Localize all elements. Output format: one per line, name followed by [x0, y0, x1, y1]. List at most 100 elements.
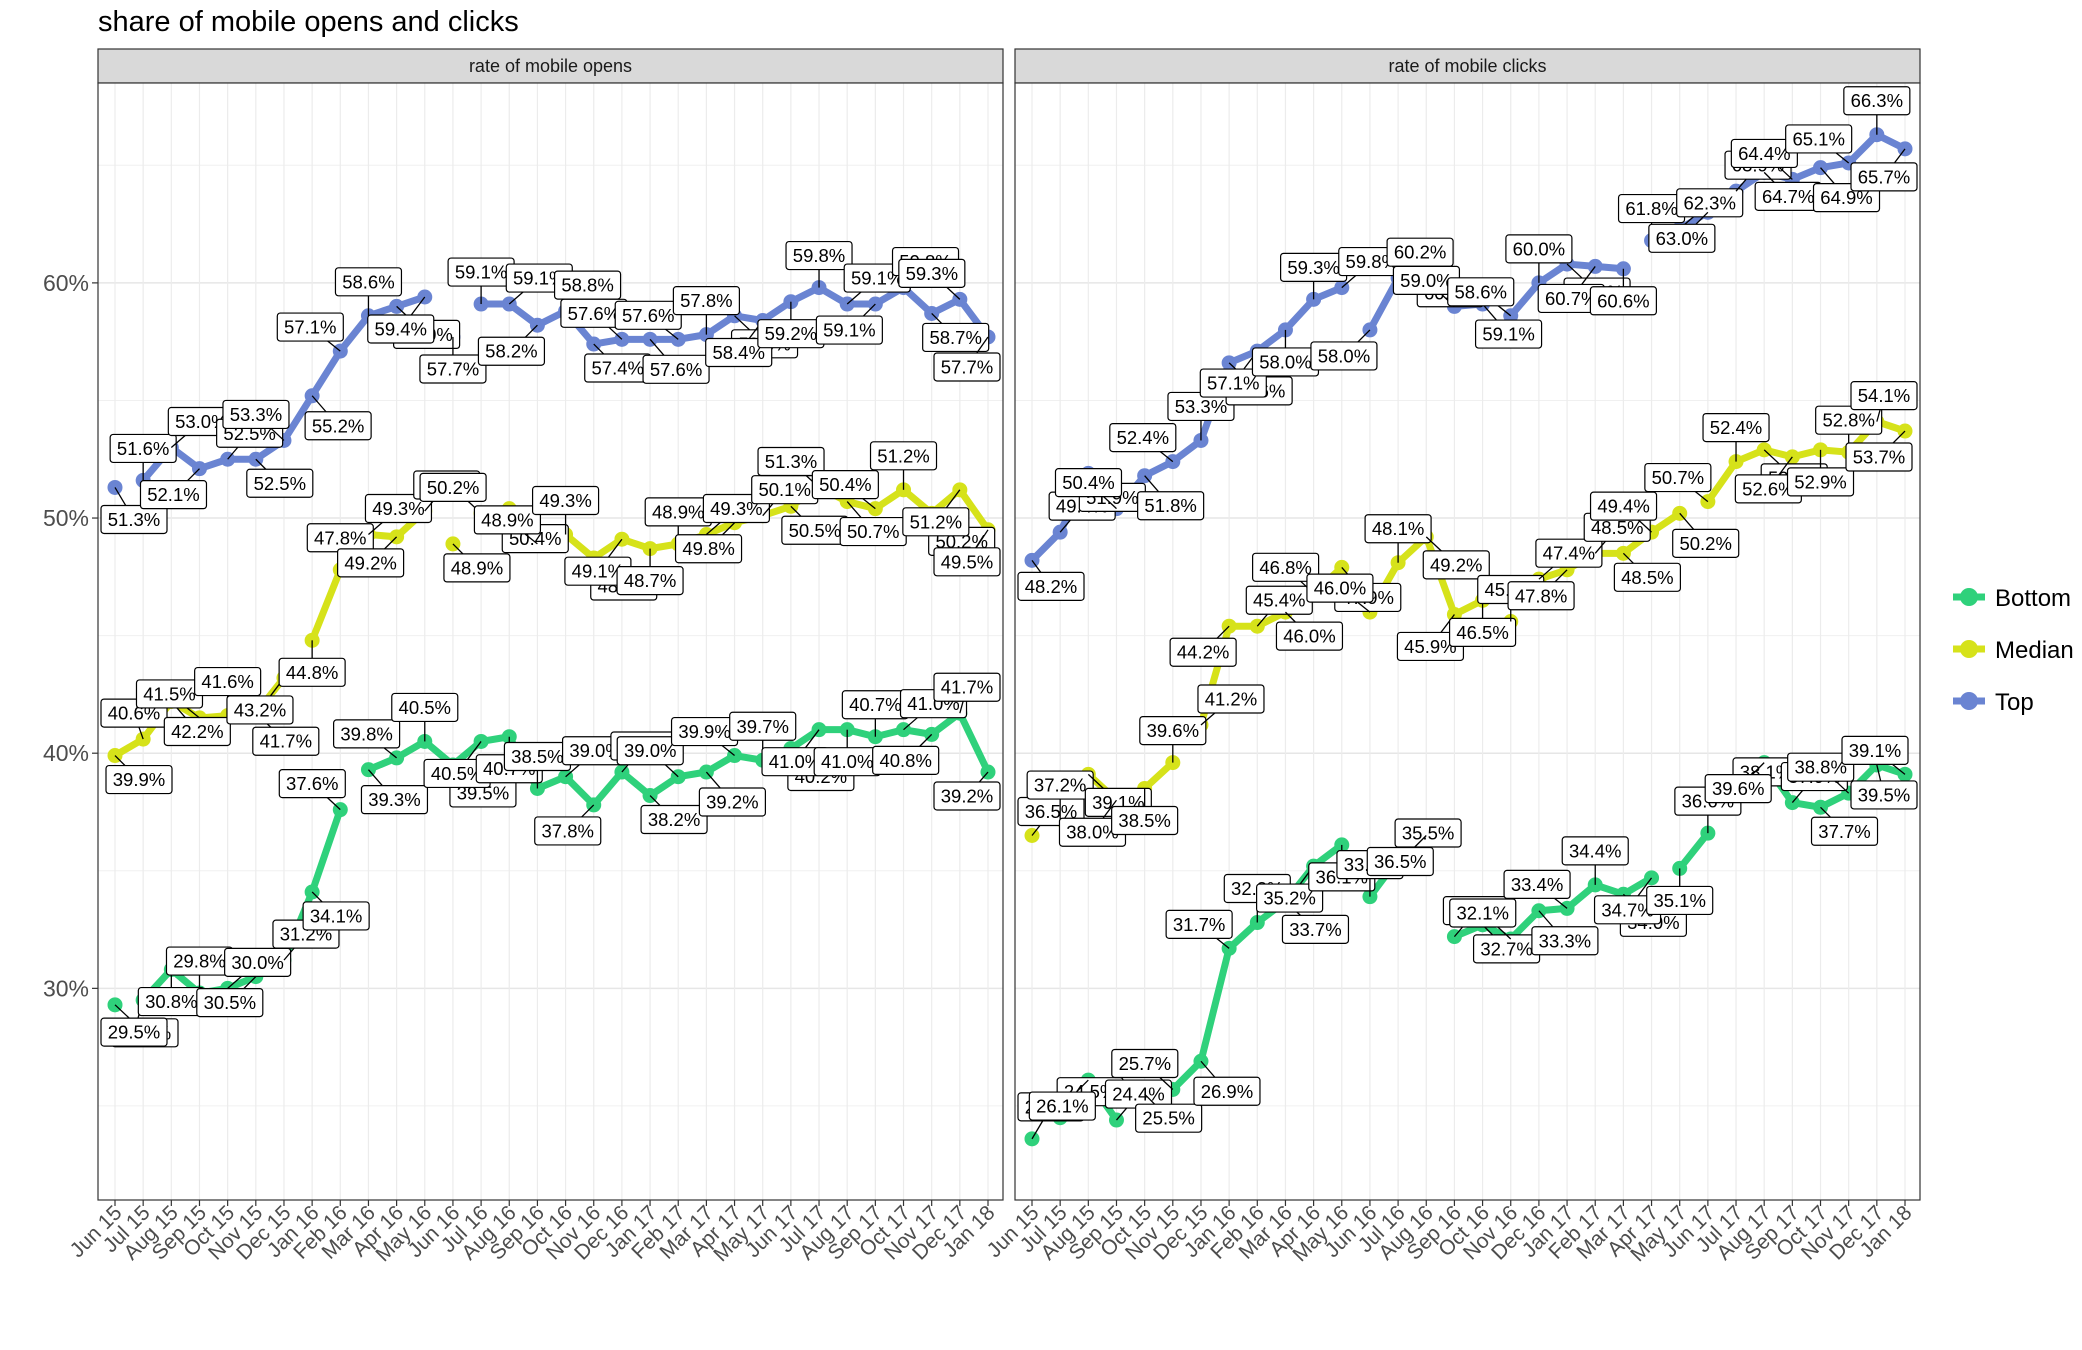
label-text: 40.8%: [879, 750, 931, 771]
label-text: 48.9%: [451, 557, 503, 578]
label-text: 52.5%: [254, 473, 306, 494]
label-box: [1310, 341, 1378, 371]
label-box: [1193, 1076, 1261, 1106]
label-box: [705, 337, 773, 368]
label-text: 52.4%: [1117, 427, 1169, 448]
label-text: 41.0%: [821, 751, 873, 772]
chart-panels: rate of mobile opens 51.3% 51.6% 53.0% 52.1%…: [43, 48, 1921, 1266]
label-box: [1843, 86, 1911, 116]
label-box: [1505, 234, 1573, 264]
data-label: 58.8%: [553, 270, 622, 312]
label-box: [642, 354, 710, 384]
data-label: 52.4%: [1109, 423, 1177, 463]
label-box: [1648, 223, 1716, 253]
label-text: 32.1%: [1457, 902, 1509, 923]
label-text: 32.7%: [1480, 938, 1532, 959]
data-label: 59.1%: [1474, 303, 1543, 349]
label-box: [334, 267, 403, 297]
label-text: 35.2%: [1263, 888, 1315, 909]
label-box: [729, 711, 797, 741]
data-label: 48.9%: [443, 543, 511, 583]
data-label: 66.3%: [1843, 86, 1911, 135]
label-text: 39.3%: [368, 789, 420, 810]
label-box: [477, 336, 546, 366]
data-label: 38.8%: [1787, 752, 1855, 794]
label-text: 59.4%: [375, 318, 427, 339]
label-box: [674, 534, 743, 564]
data-label: 26.9%: [1193, 1060, 1261, 1106]
label-text: 41.7%: [260, 731, 312, 752]
data-label: 39.5%: [1850, 764, 1918, 810]
label-text: 39.0%: [624, 740, 676, 761]
data-label: 49.8%: [674, 522, 743, 564]
legend: Bottom Median Top: [1953, 585, 2074, 716]
label-text: 34.7%: [1601, 899, 1653, 920]
label-text: 30.8%: [145, 991, 197, 1012]
data-label: 34.1%: [302, 891, 370, 931]
label-box: [109, 433, 177, 464]
data-label: 33.7%: [1281, 900, 1350, 944]
label-text: 48.7%: [624, 570, 676, 591]
label-text: 38.2%: [648, 809, 700, 830]
data-label: 30.8%: [137, 969, 205, 1017]
data-label: 58.7%: [922, 312, 990, 353]
label-box: [333, 719, 401, 749]
label-text: 45.9%: [1404, 636, 1456, 657]
label-text: 48.9%: [481, 509, 533, 530]
strip-background: [97, 48, 1004, 84]
data-label: 25.7%: [1111, 1048, 1179, 1090]
data-label: 30.5%: [196, 976, 264, 1018]
data-label: 40.7%: [841, 690, 909, 737]
series-segment: [308, 566, 344, 644]
label-text: 45.4%: [1253, 590, 1305, 611]
label-text: 41.6%: [201, 671, 253, 692]
data-label: 57.6%: [642, 338, 710, 384]
label-text: 47.4%: [1543, 543, 1595, 564]
data-label: 63.0%: [1648, 211, 1716, 253]
data-label: 44.8%: [278, 640, 346, 687]
label-text: 52.6%: [1742, 478, 1794, 499]
data-label: 52.5%: [246, 458, 314, 498]
data-label: 39.2%: [933, 771, 1001, 811]
label-box: [1252, 552, 1320, 582]
y-tick-label: 50%: [43, 505, 89, 531]
data-label: 64.7%: [1754, 171, 1822, 211]
label-text: 57.6%: [568, 303, 620, 324]
data-label: 39.0%: [616, 736, 684, 778]
label-text: 57.7%: [427, 358, 479, 379]
label-box: [1054, 468, 1123, 498]
label-text: 29.8%: [173, 951, 225, 972]
label-text: 35.5%: [1402, 823, 1454, 844]
label-text: 59.1%: [1482, 324, 1534, 345]
label-text: 50.4%: [819, 474, 871, 495]
label-text: 38.0%: [1066, 822, 1118, 843]
label-box: [933, 781, 1001, 811]
label-text: 37.8%: [542, 820, 594, 841]
label-box: [1449, 898, 1517, 928]
data-label: 51.8%: [1137, 475, 1205, 521]
data-label: 57.6%: [614, 300, 682, 340]
label-box: [391, 692, 459, 723]
data-label: 49.2%: [337, 536, 405, 578]
data-label: 48.5%: [1613, 552, 1681, 592]
label-text: 33.4%: [1511, 874, 1563, 895]
series-segment: [308, 347, 344, 400]
data-label: 35.2%: [1256, 865, 1324, 913]
data-label: 50.7%: [1644, 462, 1712, 503]
label-text: 57.1%: [284, 317, 336, 338]
label-text: 48.5%: [1621, 567, 1673, 588]
label-box: [473, 505, 542, 535]
label-box: [364, 493, 433, 524]
label-text: 46.5%: [1456, 622, 1508, 643]
legend-item-top: Top: [1953, 689, 2034, 716]
data-label: 61.8%: [1617, 193, 1686, 241]
data-label: 65.1%: [1785, 124, 1853, 164]
label-box: [811, 470, 879, 500]
label-box: [872, 745, 940, 775]
data-label: 57.6%: [560, 298, 628, 340]
label-box: [534, 816, 602, 846]
series-segment: [956, 709, 992, 776]
label-box: [1704, 774, 1772, 804]
data-label: 30.0%: [224, 947, 292, 989]
label-text: 58.8%: [561, 275, 613, 296]
